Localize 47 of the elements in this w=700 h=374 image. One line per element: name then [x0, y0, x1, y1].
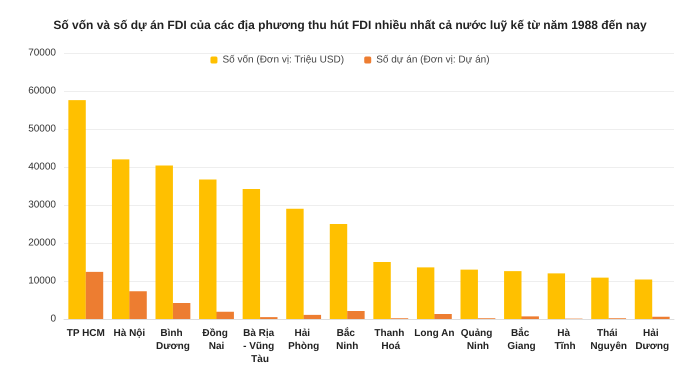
x-tick-label: Bắc Giang	[507, 327, 536, 352]
bar	[330, 224, 348, 319]
bar	[242, 189, 260, 319]
x-tick-label: Hà Tĩnh	[554, 328, 576, 352]
y-tick-label: 40000	[28, 162, 56, 172]
x-tick-label: Thanh Hoá	[374, 328, 408, 352]
x-tick-label: Bắc Ninh	[336, 327, 358, 352]
legend-label: Số vốn (Đơn vị: Triệu USD)	[222, 54, 344, 66]
bar	[416, 267, 434, 319]
y-tick-label: 20000	[28, 238, 56, 248]
bar	[434, 314, 452, 319]
y-tick-label: 70000	[28, 48, 56, 58]
y-tick-label: 30000	[28, 200, 56, 210]
x-tick-label: Bà Rịa - Vũng Tàu	[243, 328, 278, 365]
legend-label: Số dự án (Đơn vị: Dự án)	[376, 54, 490, 66]
x-tick-label: Thái Nguyên	[590, 328, 627, 352]
bar	[112, 159, 130, 319]
y-tick-label: 10000	[28, 276, 56, 286]
bar	[373, 262, 391, 319]
x-tick-label: TP HCM	[66, 328, 105, 339]
x-tick-label: Hà Nội	[114, 328, 146, 339]
bar	[286, 208, 304, 319]
bar	[347, 311, 365, 319]
bar	[304, 314, 322, 319]
x-tick-label: Bình Dương	[156, 328, 190, 352]
y-tick-label: 50000	[28, 124, 56, 134]
bar	[68, 100, 86, 319]
bar	[156, 165, 173, 319]
bar	[172, 303, 190, 319]
x-tick-label: Long An	[414, 328, 454, 339]
bar	[591, 278, 609, 319]
bar	[129, 291, 147, 319]
bar	[86, 272, 104, 319]
x-tick-label: Hải Dương	[635, 328, 670, 352]
bar	[634, 279, 652, 319]
x-tick-label: Đồng Nai	[202, 328, 231, 352]
x-tick-label: Quảng Ninh	[460, 328, 496, 352]
y-tick-label: 0	[50, 314, 56, 324]
bar	[548, 273, 566, 319]
bar	[522, 316, 539, 319]
bar	[216, 312, 234, 319]
chart-title: Số vốn và số dự án FDI của các địa phương thu hút FDI nhiều nhất cả nước luỹ kế từ năm 1988 đến nay	[53, 18, 647, 32]
bar	[504, 271, 522, 319]
bar	[460, 270, 478, 319]
x-tick-label: Hải Phòng	[288, 328, 320, 352]
bar	[199, 180, 216, 319]
y-tick-label: 60000	[28, 86, 56, 96]
